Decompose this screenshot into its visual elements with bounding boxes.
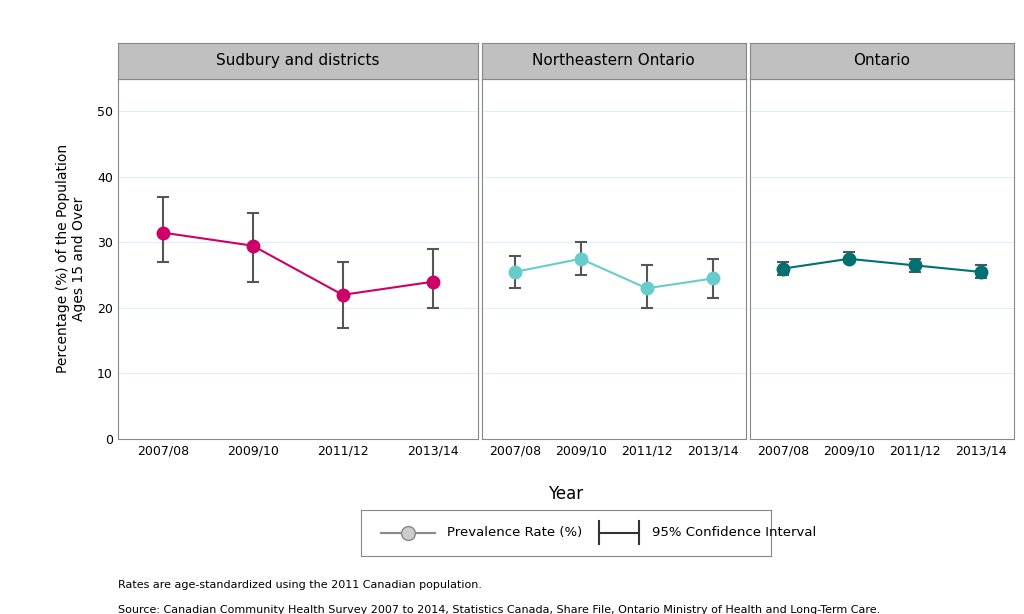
Text: Sudbury and districts: Sudbury and districts: [216, 53, 380, 68]
Text: Northeastern Ontario: Northeastern Ontario: [532, 53, 695, 68]
Text: Rates are age-standardized using the 2011 Canadian population.: Rates are age-standardized using the 201…: [118, 580, 481, 590]
Text: Year: Year: [548, 485, 584, 503]
Text: Prevalence Rate (%): Prevalence Rate (%): [446, 526, 583, 539]
Text: Ontario: Ontario: [853, 53, 910, 68]
Text: Source: Canadian Community Health Survey 2007 to 2014, Statistics Canada, Share : Source: Canadian Community Health Survey…: [118, 605, 880, 614]
Text: 95% Confidence Interval: 95% Confidence Interval: [652, 526, 816, 539]
Y-axis label: Percentage (%) of the Population
Ages 15 and Over: Percentage (%) of the Population Ages 15…: [55, 144, 86, 373]
